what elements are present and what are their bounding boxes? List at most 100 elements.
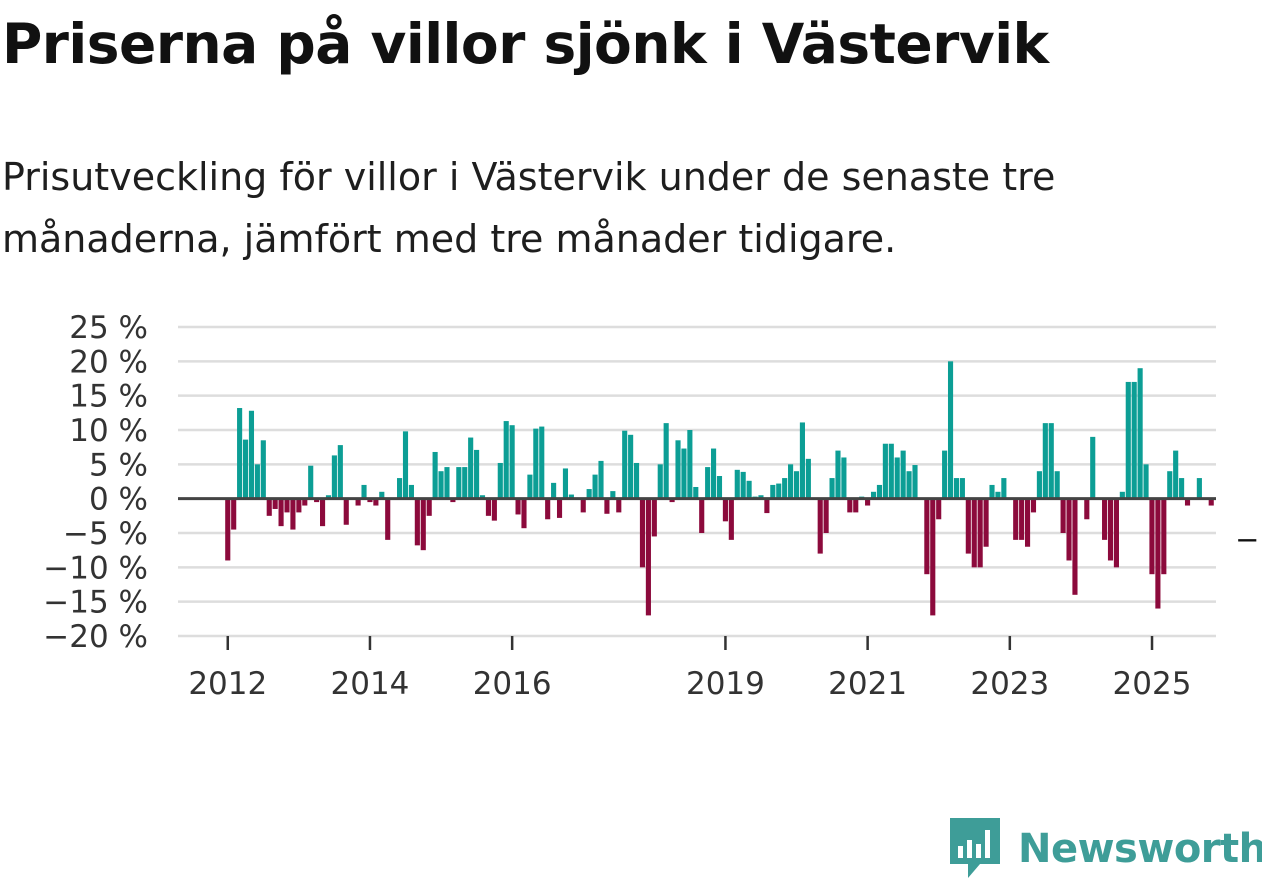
bar-positive: [539, 426, 545, 499]
bar-positive: [474, 449, 480, 499]
bar-positive: [456, 467, 462, 499]
bar-positive: [770, 484, 776, 499]
bar-positive: [746, 480, 752, 499]
bar-negative: [385, 498, 391, 540]
bar-positive: [444, 467, 450, 499]
bar-positive: [687, 430, 693, 499]
bar-positive: [361, 484, 367, 499]
bar-negative: [1084, 498, 1090, 520]
bar-positive: [379, 491, 385, 499]
x-tick-label: 2016: [473, 666, 552, 702]
bar-positive: [942, 450, 948, 499]
bar-positive: [906, 471, 912, 499]
bar-positive: [1179, 478, 1185, 499]
bar-negative: [1030, 498, 1037, 513]
bar-negative: [639, 498, 646, 568]
bar-positive: [912, 465, 918, 499]
bar-positive: [598, 460, 604, 499]
bar-positive: [432, 451, 438, 499]
bar-positive: [693, 486, 699, 499]
bar-negative: [266, 498, 272, 516]
y-tick-label: 20 %: [69, 344, 148, 380]
y-tick-label: 10 %: [69, 413, 148, 449]
bar-negative: [1102, 498, 1108, 540]
bar-positive: [479, 495, 486, 499]
bar-negative: [1184, 498, 1191, 506]
bar-positive: [882, 443, 888, 499]
bar-positive: [325, 495, 332, 499]
bar-negative: [823, 498, 829, 533]
x-tick-label: 2025: [1113, 666, 1192, 702]
bar-positive: [622, 430, 628, 499]
bar-negative: [485, 498, 491, 516]
bar-positive: [438, 471, 444, 499]
bar-positive: [870, 491, 877, 499]
y-tick-label: 5 %: [89, 447, 148, 483]
bar-negative: [367, 498, 373, 503]
bar-positive: [1173, 450, 1179, 499]
bar-negative: [1060, 498, 1066, 533]
bar-negative: [604, 498, 610, 514]
bar-series: [225, 361, 1214, 616]
bar-positive: [533, 428, 539, 499]
bar-negative: [764, 498, 770, 514]
bar-positive: [675, 440, 681, 499]
bar-positive: [592, 474, 598, 499]
bar-positive: [788, 464, 794, 499]
y-tick-label: 15 %: [69, 379, 148, 415]
bar-negative: [924, 498, 930, 575]
bar-negative: [817, 498, 823, 554]
bar-positive: [1001, 478, 1007, 499]
bar-negative: [225, 498, 231, 561]
bar-negative: [699, 498, 705, 533]
bar-positive: [841, 457, 847, 499]
bar-positive: [959, 478, 965, 499]
bar-negative: [1107, 498, 1114, 561]
chart-title: Priserna på villor sjönk i Västervik: [2, 12, 1049, 76]
bar-negative: [651, 498, 657, 537]
bar-positive: [793, 471, 800, 499]
bar-positive: [716, 476, 723, 499]
bar-positive: [586, 489, 592, 499]
bar-negative: [290, 498, 296, 530]
bar-positive: [740, 471, 746, 499]
bar-negative: [1072, 498, 1078, 595]
bar-negative: [231, 498, 237, 530]
bar-positive: [568, 494, 574, 499]
bar-positive: [1137, 368, 1143, 499]
bar-positive: [734, 469, 740, 499]
bar-positive: [633, 462, 640, 499]
bar-negative: [1019, 498, 1025, 540]
bar-negative: [977, 498, 983, 568]
bar-negative: [515, 498, 521, 515]
bar-positive: [657, 464, 663, 499]
x-tick-label: 2019: [686, 666, 765, 702]
y-tick-label: −5 %: [63, 516, 148, 552]
bar-positive: [462, 467, 468, 499]
bar-positive: [1054, 471, 1060, 499]
bar-positive: [562, 468, 569, 499]
bar-positive: [468, 437, 474, 499]
bar-negative: [545, 498, 551, 520]
bar-positive: [835, 450, 841, 499]
bar-negative: [1208, 498, 1214, 506]
bar-negative: [314, 498, 320, 503]
last-value-label: −1 %: [1235, 523, 1262, 557]
bar-negative: [556, 498, 563, 518]
bar-positive: [829, 478, 835, 499]
bar-positive: [1048, 423, 1054, 499]
bar-positive: [894, 457, 900, 499]
x-axis: 2012 2014 2016 2019 2021 2023 2025: [178, 635, 1216, 702]
bar-positive: [681, 448, 687, 499]
bar-negative: [1155, 498, 1161, 609]
bar-negative: [420, 498, 426, 551]
bar-positive: [776, 483, 782, 499]
bar-negative: [450, 498, 456, 503]
bar-negative: [983, 498, 989, 547]
y-tick-label: −15 %: [43, 585, 148, 621]
bar-positive: [497, 462, 503, 499]
bar-negative: [284, 498, 290, 513]
bar-negative: [971, 498, 977, 568]
newsworthy-logo: Newsworthy: [950, 818, 1262, 880]
